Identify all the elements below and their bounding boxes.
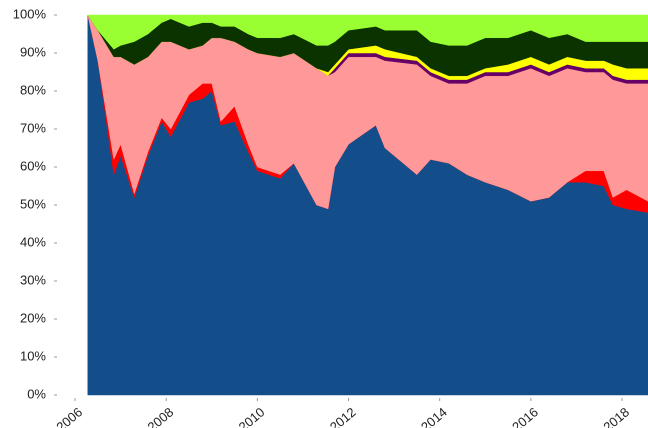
y-tick-label: 40% [20, 234, 46, 249]
y-tick-label: 0% [27, 386, 46, 401]
y-tick-label: 100% [13, 6, 47, 21]
y-tick-label: 30% [20, 272, 46, 287]
y-tick-label: 70% [20, 120, 46, 135]
y-tick-label: 80% [20, 82, 46, 97]
x-tick-label: 2006 [53, 404, 85, 428]
x-tick-label: 2012 [327, 404, 359, 428]
x-tick-label: 2008 [145, 404, 177, 428]
x-tick-label: 2016 [509, 404, 541, 428]
x-tick-label: 2018 [600, 404, 632, 428]
y-tick-label: 90% [20, 44, 46, 59]
x-tick-label: 2010 [236, 404, 268, 428]
area [87, 14, 648, 50]
y-tick-label: 20% [20, 310, 46, 325]
y-tick-label: 60% [20, 158, 46, 173]
y-tick-label: 50% [20, 196, 46, 211]
y-tick-label: 10% [20, 348, 46, 363]
x-tick-label: 2014 [418, 404, 450, 428]
